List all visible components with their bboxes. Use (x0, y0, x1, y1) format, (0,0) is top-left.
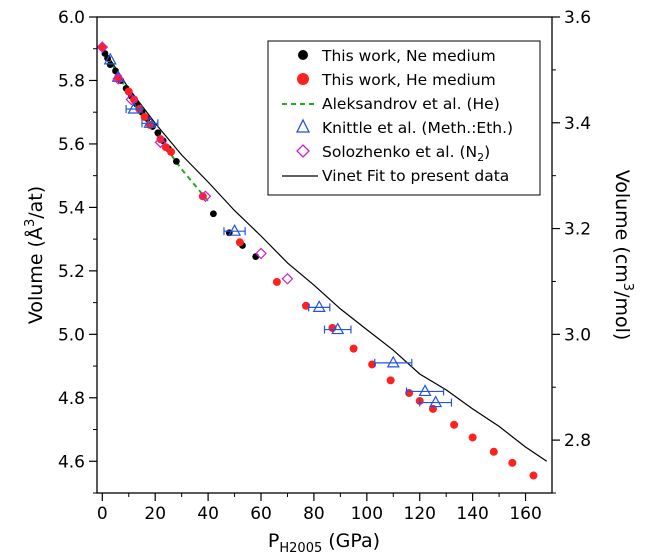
legend-marker-knittle (295, 118, 311, 133)
legend-label-vinet: Vinet Fit to present data (322, 167, 509, 185)
he-point (508, 458, 517, 467)
solozhenko-point (154, 136, 167, 149)
solozhenko-point (96, 41, 109, 53)
solozhenko-point (199, 190, 212, 203)
y-tick-label: 5.4 (58, 198, 85, 218)
legend-entry-aleksandrov: Aleksandrov et al. (He) (282, 95, 500, 113)
he-point (529, 471, 538, 480)
he-point (130, 95, 139, 104)
x-tick-label: 140 (456, 504, 488, 524)
x-tick-label: 40 (197, 504, 219, 524)
y2-tick-label: 2.8 (564, 431, 591, 451)
ne-point (252, 253, 260, 260)
ne-point (209, 210, 217, 218)
he-point (386, 376, 395, 385)
x-tick-label: 60 (250, 504, 272, 524)
legend-marker-he (297, 73, 309, 85)
ne-point (154, 129, 162, 137)
y-tick-label: 5.8 (58, 71, 85, 91)
he-point (301, 301, 310, 310)
he-point (450, 420, 459, 429)
x-tick-label: 120 (404, 504, 436, 524)
he-point (198, 192, 207, 201)
y2-tick-label: 3.0 (564, 325, 591, 345)
he-point (349, 344, 358, 353)
x-tick-label: 80 (303, 504, 325, 524)
knittle-point (228, 223, 242, 236)
vinet-fit-line (101, 46, 548, 462)
he-point (489, 447, 498, 456)
legend-label-ne: This work, Ne medium (321, 47, 496, 65)
y2-tick-label: 3.4 (564, 114, 591, 134)
knittle-point (418, 384, 432, 397)
solozhenko-point (112, 73, 125, 85)
legend-entry-solozhenko: Solozhenko et al. (N2) (296, 143, 490, 164)
he-point (368, 360, 377, 369)
he-point (167, 147, 176, 156)
ne-point (106, 61, 114, 68)
y-axis-right-title: Volume (cm3/mol) (611, 170, 635, 341)
legend-marker-ne (298, 50, 308, 60)
x-tick-label: 0 (97, 504, 108, 524)
solozhenko-point (281, 272, 294, 285)
legend-label-solozhenko: Solozhenko et al. (N2) (322, 143, 490, 164)
knittle-point (103, 52, 117, 65)
y-tick-label: 5.2 (58, 262, 85, 282)
ne-point (172, 157, 180, 165)
knittle-point (312, 300, 326, 312)
legend-marker-solozhenko (296, 144, 310, 158)
knittle-point (331, 322, 345, 335)
knittle-point (127, 101, 141, 114)
knittle-point (143, 116, 157, 128)
x-tick-label: 20 (144, 504, 166, 524)
legend: This work, Ne medium This work, He mediu… (267, 40, 541, 196)
he-point (161, 143, 170, 152)
legend-label-knittle: Knittle et al. (Meth.:Eth.) (322, 119, 513, 137)
solozhenko-point (125, 93, 138, 106)
he-point (98, 43, 107, 52)
y-tick-label: 5.0 (58, 325, 85, 345)
legend-entry-ne: This work, Ne medium (298, 47, 496, 65)
he-point (140, 112, 149, 121)
y-tick-label: 4.6 (58, 452, 85, 472)
y-axis-left-title: Volume (Å3/at) (23, 186, 47, 324)
knittle-point (386, 355, 400, 368)
he-point (272, 277, 281, 286)
legend-label-aleksandrov: Aleksandrov et al. (He) (322, 95, 500, 113)
he-point (468, 433, 477, 442)
y-tick-label: 5.6 (58, 135, 85, 155)
y-tick-label: 4.8 (58, 389, 85, 409)
legend-box (267, 40, 541, 196)
he-point (235, 238, 244, 247)
plot-frame (96, 16, 553, 494)
legend-entry-vinet: Vinet Fit to present data (282, 167, 509, 185)
x-tick-label: 160 (509, 504, 541, 524)
legend-entry-he: This work, He medium (297, 71, 496, 89)
legend-entry-knittle: Knittle et al. (Meth.:Eth.) (295, 118, 513, 137)
solozhenko-point (255, 247, 267, 260)
x-tick-label: 100 (351, 504, 383, 524)
y2-tick-label: 3.2 (564, 220, 591, 240)
he-point (124, 87, 133, 96)
he-point (156, 135, 165, 144)
y-tick-label: 6.0 (58, 8, 85, 28)
knittle-point (429, 395, 443, 408)
legend-label-he: This work, He medium (321, 71, 496, 89)
y2-tick-label: 3.6 (564, 8, 591, 28)
x-axis-title: PH2005 (GPa) (268, 530, 380, 555)
